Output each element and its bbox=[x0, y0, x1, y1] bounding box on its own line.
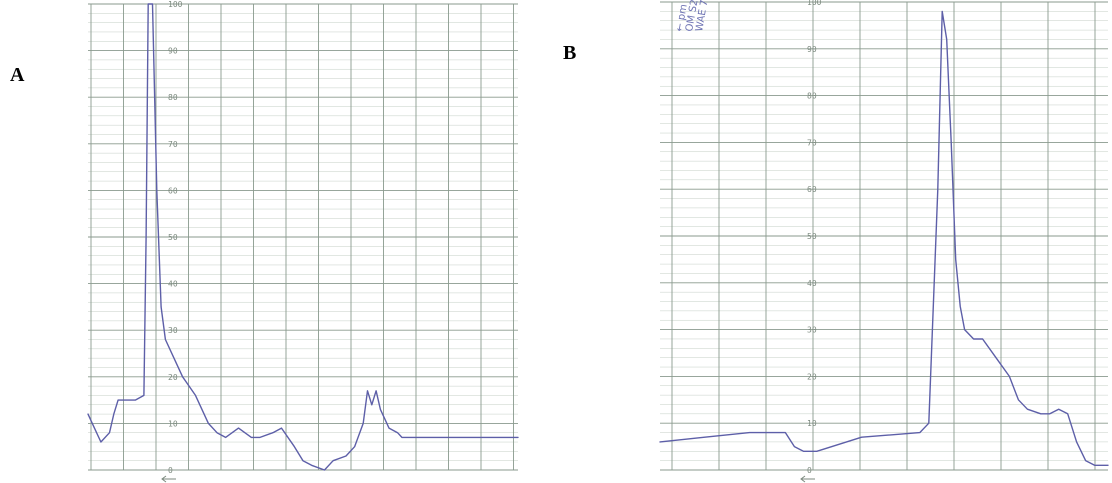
scale-label: 100 bbox=[807, 0, 822, 7]
scale-label: 10 bbox=[168, 419, 178, 428]
note-line-1: ← pm bbox=[674, 3, 690, 32]
scale-label: 0 bbox=[168, 466, 173, 475]
scale-label: 80 bbox=[168, 93, 178, 102]
chart-panel-a: 0 10 20 30 40 50 60 70 80 90 100 bbox=[87, 0, 519, 483]
scale-label: 20 bbox=[168, 373, 178, 382]
scale-label: 80 bbox=[807, 92, 817, 101]
scale-label: 50 bbox=[807, 232, 817, 241]
scale-label: 100 bbox=[168, 0, 183, 9]
scale-label: 0 bbox=[807, 466, 812, 475]
panel-a-label: A bbox=[10, 64, 25, 86]
scale-label: 30 bbox=[168, 326, 178, 335]
scale-label: 40 bbox=[807, 279, 817, 288]
scale-label: 60 bbox=[807, 185, 817, 194]
scale-label: 40 bbox=[168, 280, 178, 289]
trace-line bbox=[87, 3, 519, 471]
scale-label: 10 bbox=[807, 419, 817, 428]
feed-direction-arrow-icon bbox=[800, 475, 815, 483]
scale-label: 50 bbox=[168, 233, 178, 242]
scale-label: 90 bbox=[807, 45, 817, 54]
trace-line bbox=[659, 10, 1109, 466]
scale-label: 90 bbox=[168, 47, 178, 56]
scale-label: 60 bbox=[168, 186, 178, 195]
chart-panel-b: 0 10 20 30 40 50 60 70 80 90 100 bbox=[659, 0, 1109, 483]
scale-label: 70 bbox=[807, 138, 817, 147]
panel-b-label: B bbox=[563, 42, 577, 64]
scale-label: 70 bbox=[168, 140, 178, 149]
scale-label: 20 bbox=[807, 372, 817, 381]
feed-direction-arrow-icon bbox=[161, 475, 176, 483]
scale-label: 30 bbox=[807, 326, 817, 335]
